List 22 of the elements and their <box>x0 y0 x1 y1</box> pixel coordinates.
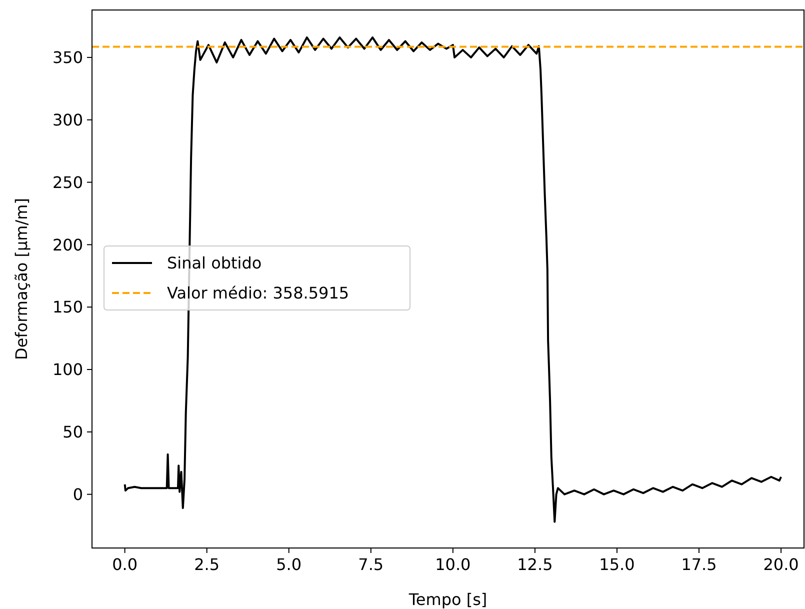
y-tick-label: 150 <box>52 298 83 317</box>
legend-label: Sinal obtido <box>167 254 262 273</box>
y-tick-label: 300 <box>52 110 83 130</box>
x-tick-label: 15.0 <box>599 555 635 574</box>
x-tick-label: 17.5 <box>681 555 717 574</box>
y-tick-label: 50 <box>62 422 83 442</box>
y-axis-title: Deformação [μm/m] <box>12 198 31 360</box>
y-tick-label: 350 <box>52 48 83 68</box>
x-tick-label: 7.5 <box>358 555 384 574</box>
x-tick-label: 20.0 <box>763 555 799 574</box>
x-tick-label: 0.0 <box>112 555 138 574</box>
legend-label: Valor médio: 358.5915 <box>167 284 350 303</box>
x-tick-label: 5.0 <box>276 555 302 574</box>
line-series <box>124 36 782 523</box>
y-tick-label: 200 <box>52 235 83 254</box>
y-tick-label: 100 <box>52 360 83 380</box>
x-tick-label: 12.5 <box>517 555 553 574</box>
y-tick-label: 250 <box>52 172 83 192</box>
y-tick-label: 0 <box>72 484 83 504</box>
x-tick-label: 10.0 <box>435 555 471 574</box>
x-axis-title: Tempo [s] <box>408 590 488 609</box>
x-tick-label: 2.5 <box>194 555 220 574</box>
